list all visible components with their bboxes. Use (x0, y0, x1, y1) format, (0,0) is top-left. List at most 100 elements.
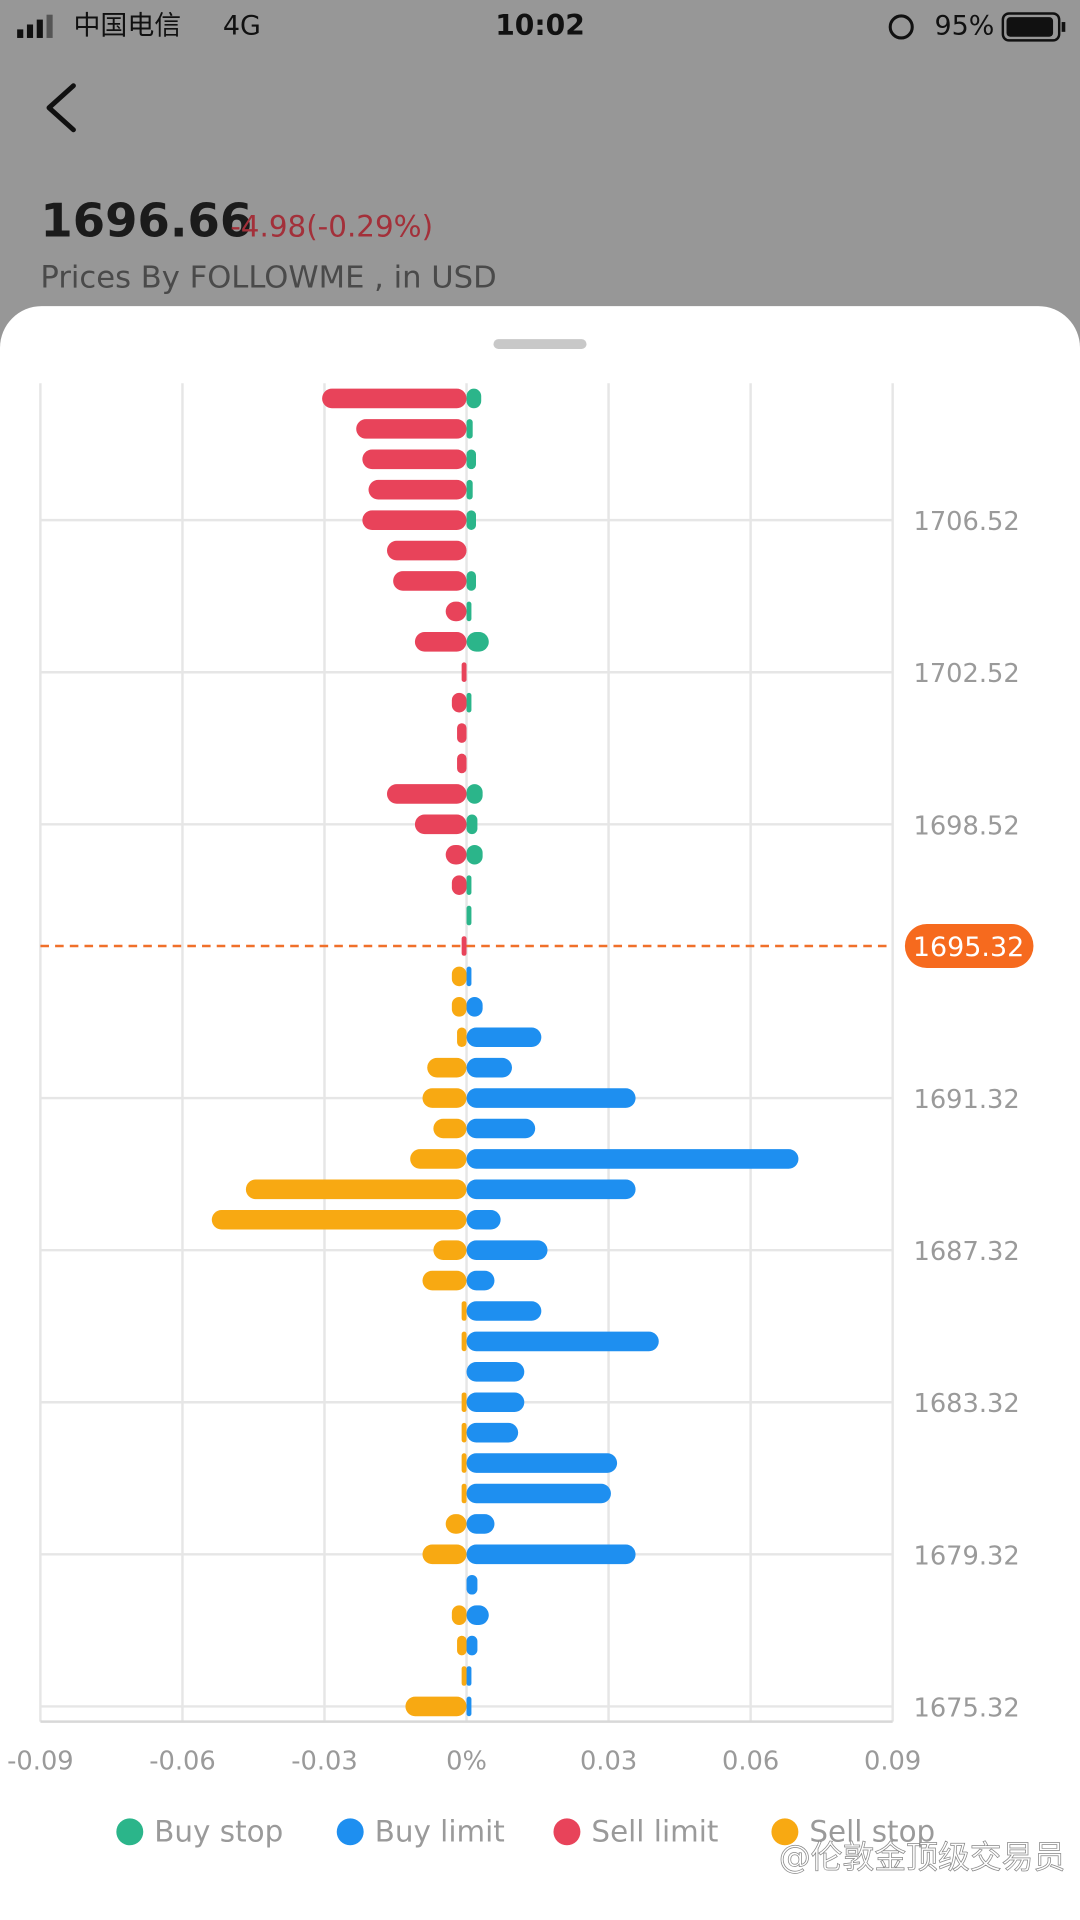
bar (466, 692, 472, 713)
bar (466, 1605, 489, 1625)
x-tick-label: 0% (446, 1747, 487, 1777)
x-tick-label: -0.03 (291, 1747, 358, 1777)
bar (414, 814, 467, 835)
bar (457, 723, 467, 743)
x-tick-label: 0.03 (580, 1747, 637, 1777)
bar (457, 753, 467, 774)
x-tick-label: -0.06 (149, 1747, 216, 1777)
lock-icon (888, 14, 914, 40)
bar (422, 1544, 467, 1565)
carrier: 中国电信 (73, 10, 181, 41)
x-tick-label: -0.09 (7, 1747, 74, 1777)
bar (466, 1392, 525, 1413)
price-change: -4.98(-0.29%) (230, 209, 433, 243)
bar (451, 1605, 467, 1625)
bar (466, 1057, 512, 1078)
y-tick-label: 1683.32 (913, 1389, 1019, 1419)
legend-label: Sell limit (591, 1815, 718, 1849)
bar (461, 1331, 467, 1352)
y-tick-label: 1702.52 (913, 659, 1019, 689)
bar (466, 479, 473, 500)
bar (466, 1514, 495, 1534)
bar (461, 1483, 467, 1504)
bar (451, 692, 467, 713)
legend-swatch (116, 1818, 144, 1846)
bar (422, 1088, 467, 1108)
legend-label: Buy limit (375, 1815, 505, 1849)
bar (445, 844, 467, 865)
bar (466, 905, 472, 926)
bar (451, 997, 467, 1017)
bar (466, 1301, 542, 1321)
price-source: Prices By FOLLOWME , in USD (40, 261, 496, 296)
bar (466, 1696, 472, 1717)
bar (466, 844, 483, 865)
bar (466, 1331, 659, 1352)
legend-swatch (553, 1818, 581, 1846)
bar (466, 1483, 611, 1504)
bar (445, 1514, 467, 1534)
bar (466, 1088, 636, 1108)
bar (466, 1422, 519, 1443)
bar (466, 784, 483, 804)
price: 1696.66 (40, 194, 252, 248)
bar (466, 1209, 501, 1230)
bar (466, 814, 478, 835)
y-tick-label: 1706.52 (913, 507, 1019, 537)
bar (356, 419, 467, 439)
bar (362, 510, 467, 530)
bar (445, 601, 467, 622)
bar (433, 1118, 467, 1139)
legend-swatch (336, 1818, 364, 1846)
current-price-label: 1695.32 (913, 932, 1024, 963)
bar (461, 1666, 467, 1686)
bar (461, 1301, 467, 1321)
bar (422, 1270, 467, 1291)
bar (362, 449, 467, 470)
current-price-badge (904, 923, 1034, 969)
y-tick-label: 1687.32 (913, 1237, 1019, 1267)
bar (466, 1240, 548, 1260)
bar (466, 1574, 478, 1595)
bar (466, 1635, 478, 1656)
watermark: @伦敦金顶级交易员 (779, 1838, 1065, 1876)
bar (410, 1149, 467, 1169)
bar (466, 419, 473, 439)
sheet-handle[interactable] (493, 339, 587, 349)
bar (466, 875, 472, 895)
bar (386, 540, 467, 561)
bar (461, 662, 467, 683)
battery-icon (1001, 12, 1066, 42)
bar (405, 1696, 467, 1717)
bar (386, 784, 467, 804)
y-tick-label: 1698.52 (913, 811, 1019, 841)
back-button[interactable] (46, 83, 76, 133)
bar (451, 966, 467, 987)
bar (466, 997, 483, 1017)
y-tick-label: 1675.32 (913, 1693, 1019, 1723)
bar (414, 632, 467, 652)
bar (461, 1422, 467, 1443)
y-tick-label: 1691.32 (913, 1085, 1019, 1115)
bar (245, 1179, 467, 1200)
battery-level: 95% (934, 10, 994, 41)
bar (466, 388, 482, 409)
network: 4G (223, 10, 261, 41)
bar (461, 936, 467, 956)
bar (368, 479, 467, 500)
x-tick-label: 0.09 (864, 1747, 921, 1777)
bars (211, 388, 799, 1717)
bar (393, 571, 467, 591)
legend-swatch (771, 1818, 799, 1846)
bar (211, 1209, 467, 1230)
bar (466, 1149, 799, 1169)
legend: Buy stop Buy limit Sell limit Sell stop (116, 1815, 935, 1849)
bar (457, 1027, 467, 1048)
bar (461, 1392, 467, 1413)
bar (466, 571, 476, 591)
bar (466, 1118, 536, 1139)
bar (466, 1666, 472, 1686)
bar (466, 966, 472, 987)
